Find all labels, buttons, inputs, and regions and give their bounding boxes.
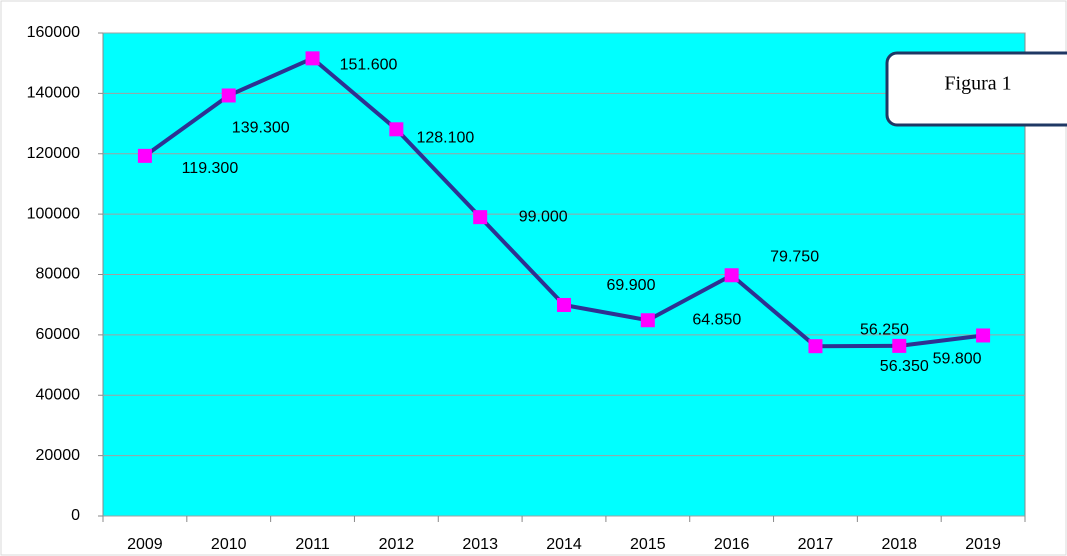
marker bbox=[557, 297, 571, 312]
x-tick-label: 2017 bbox=[798, 536, 834, 553]
marker bbox=[892, 338, 907, 353]
data-label: 69.900 bbox=[607, 277, 656, 294]
y-tick-label: 160000 bbox=[27, 24, 80, 41]
data-label: 59.800 bbox=[933, 351, 982, 368]
data-label: 128.100 bbox=[416, 130, 474, 147]
data-label: 139.300 bbox=[232, 120, 290, 137]
marker bbox=[221, 88, 236, 103]
y-tick-label: 60000 bbox=[36, 326, 81, 343]
data-label: 119.300 bbox=[182, 160, 239, 177]
y-tick-label: 120000 bbox=[27, 145, 80, 162]
marker bbox=[640, 313, 655, 328]
x-tick-label: 2010 bbox=[211, 536, 247, 553]
y-tick-label: 20000 bbox=[36, 447, 81, 464]
data-label: 56.350 bbox=[880, 358, 929, 375]
y-tick-label: 40000 bbox=[36, 386, 81, 403]
marker bbox=[808, 339, 823, 354]
y-tick-label: 100000 bbox=[27, 205, 80, 222]
marker bbox=[305, 51, 320, 66]
data-label: 79.750 bbox=[770, 248, 819, 265]
x-tick-label: 2013 bbox=[462, 536, 498, 553]
y-tick-label: 0 bbox=[71, 507, 80, 524]
marker bbox=[473, 210, 488, 225]
data-label: 151.600 bbox=[340, 57, 398, 74]
data-label: 64.850 bbox=[692, 311, 741, 328]
marker bbox=[389, 122, 404, 137]
x-tick-label: 2016 bbox=[714, 536, 750, 553]
data-label: 99.000 bbox=[519, 208, 568, 225]
x-tick-label: 2011 bbox=[295, 536, 330, 553]
x-tick-label: 2012 bbox=[379, 536, 415, 553]
annotation: Figura 1 bbox=[944, 73, 1011, 95]
y-tick-label: 140000 bbox=[27, 85, 80, 102]
marker bbox=[137, 148, 152, 163]
x-tick-label: 2009 bbox=[127, 536, 163, 553]
data-label: 56.250 bbox=[860, 321, 909, 338]
marker bbox=[976, 328, 991, 343]
x-tick-label: 2015 bbox=[630, 536, 666, 553]
x-tick-label: 2018 bbox=[881, 536, 917, 553]
marker bbox=[724, 268, 739, 283]
x-tick-label: 2014 bbox=[546, 536, 582, 553]
y-tick-label: 80000 bbox=[36, 266, 81, 283]
x-tick-label: 2019 bbox=[965, 536, 1001, 553]
annotation-box bbox=[885, 51, 1067, 127]
